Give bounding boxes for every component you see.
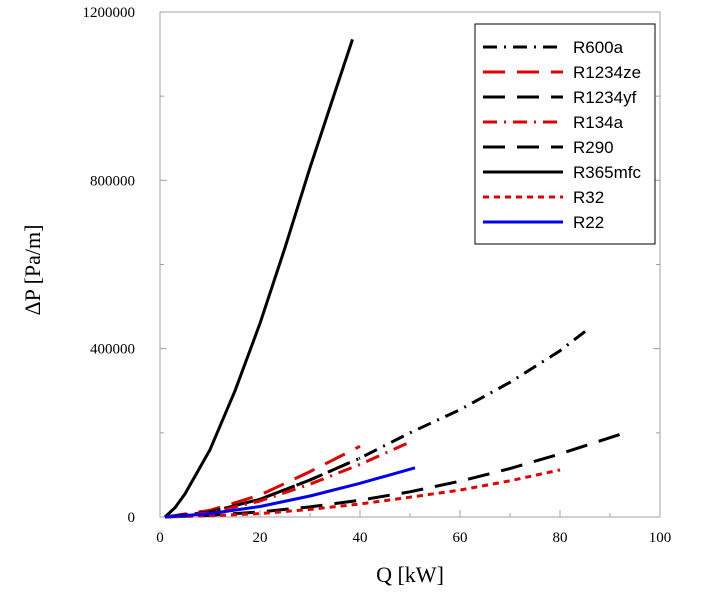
series-lines bbox=[163, 38, 626, 519]
x-tick-label: 60 bbox=[453, 530, 468, 546]
legend-label-r290: R290 bbox=[573, 138, 614, 157]
axis-ticks: 0 20 40 60 80 100 0 400000 800000 1200000 bbox=[83, 5, 672, 546]
series-line-r22 bbox=[164, 466, 416, 519]
y-axis-label: ΔP [Pa/m] bbox=[20, 225, 45, 316]
legend-label-r1234ze: R1234ze bbox=[573, 63, 641, 82]
legend-label-r600a: R600a bbox=[573, 38, 624, 57]
x-tick-label: 0 bbox=[156, 530, 164, 546]
y-tick-label: 800000 bbox=[90, 173, 135, 189]
legend-box bbox=[474, 23, 656, 245]
legend-label-r365mfc: R365mfc bbox=[573, 163, 642, 182]
y-tick-label: 1200000 bbox=[83, 5, 136, 21]
legend-label-r32: R32 bbox=[573, 188, 604, 207]
series-line-r600a bbox=[164, 326, 591, 519]
legend-label-r22: R22 bbox=[573, 213, 604, 232]
y-tick-label: 0 bbox=[128, 510, 136, 526]
y-tick-label: 400000 bbox=[90, 342, 135, 358]
legend-label-r134a: R134a bbox=[573, 113, 624, 132]
x-axis-label: Q [kW] bbox=[376, 562, 444, 587]
series-line-r365mfc bbox=[163, 38, 354, 519]
x-tick-label: 80 bbox=[553, 530, 568, 546]
legend-label-r1234yf: R1234yf bbox=[573, 88, 637, 107]
series-line-r32 bbox=[164, 468, 561, 519]
series-line-r1234ze bbox=[164, 444, 361, 519]
x-tick-label: 40 bbox=[353, 530, 368, 546]
x-tick-label: 100 bbox=[649, 530, 672, 546]
x-tick-label: 20 bbox=[253, 530, 268, 546]
legend: R600a R1234ze R1234yf R134a R290 R365mfc R32 R2… bbox=[474, 23, 656, 245]
